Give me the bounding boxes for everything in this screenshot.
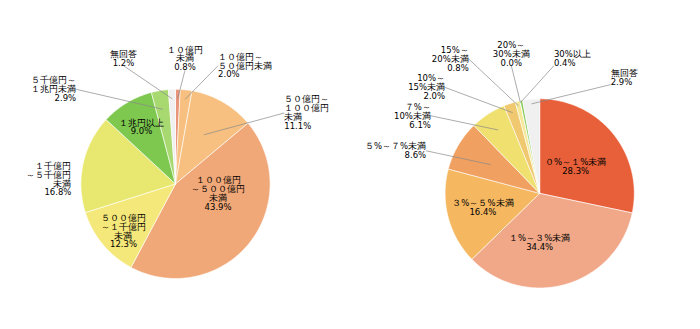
svg-text:30%以上0.4%: 30%以上0.4%	[554, 49, 591, 68]
svg-text:10%～15%未満2.0%: 10%～15%未満2.0%	[408, 73, 445, 101]
svg-text:１００億円～５００億円未満43.9%: １００億円～５００億円未満43.9%	[191, 175, 245, 212]
svg-text:５０億円～１００億円未満11.1%: ５０億円～１００億円未満11.1%	[284, 94, 329, 131]
svg-text:15%～20%未満0.8%: 15%～20%未満0.8%	[432, 45, 469, 73]
svg-text:１０億円～５０億円未満2.0%: １０億円～５０億円未満2.0%	[218, 52, 272, 80]
svg-text:７%～10%未満6.1%: ７%～10%未満6.1%	[394, 102, 431, 130]
svg-text:無回答1.2%: 無回答1.2%	[110, 49, 137, 68]
svg-text:５%～７%未満8.6%: ５%～７%未満8.6%	[365, 141, 426, 160]
svg-text:５００億円～１千億円未満12.3%: ５００億円～１千億円未満12.3%	[101, 213, 146, 250]
svg-text:20%～30%未満0.0%: 20%～30%未満0.0%	[493, 40, 530, 68]
svg-text:無回答2.9%: 無回答2.9%	[611, 68, 638, 87]
svg-text:５千億円～１兆円未満2.9%: ５千億円～１兆円未満2.9%	[31, 75, 76, 103]
svg-text:１兆円以上9.0%: １兆円以上9.0%	[119, 118, 164, 137]
svg-text:０%～１%未満28.3%: ０%～１%未満28.3%	[545, 157, 606, 176]
svg-text:１%～３%未満34.4%: １%～３%未満34.4%	[509, 233, 570, 252]
svg-text:１０億円未満0.8%: １０億円未満0.8%	[167, 45, 203, 73]
svg-text:１千億円～５千億円未満16.8%: １千億円～５千億円未満16.8%	[26, 161, 71, 198]
svg-text:３%～５%未満16.4%: ３%～５%未満16.4%	[452, 198, 513, 217]
